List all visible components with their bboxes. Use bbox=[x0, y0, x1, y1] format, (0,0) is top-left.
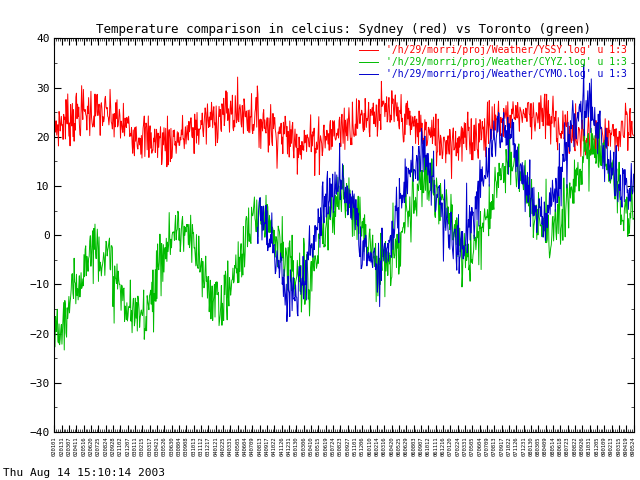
'/h/29/morri/proj/Weather/YSSY.log' u 1:3 bbox=[285, 154, 293, 160]
'/h/29/morri/proj/Weather/CYMO.log' u 1:3 bbox=[285, 287, 292, 293]
'/h/29/morri/proj/Weather/CYMO.log' u 1:3 bbox=[306, 223, 314, 228]
'/h/29/morri/proj/Weather/CYYZ.log' u 1:3 bbox=[285, 240, 293, 246]
Line: '/h/29/morri/proj/Weather/CYYZ.log' u 1:3: '/h/29/morri/proj/Weather/CYYZ.log' u 1:… bbox=[54, 113, 634, 350]
'/h/29/morri/proj/Weather/CYYZ.log' u 1:3 bbox=[51, 318, 58, 324]
'/h/29/morri/proj/Weather/CYMO.log' u 1:3 bbox=[630, 171, 637, 177]
'/h/29/morri/proj/Weather/CYYZ.log' u 1:3 bbox=[449, 237, 456, 243]
Line: '/h/29/morri/proj/Weather/YSSY.log' u 1:3: '/h/29/morri/proj/Weather/YSSY.log' u 1:… bbox=[54, 77, 634, 179]
'/h/29/morri/proj/Weather/CYYZ.log' u 1:3 bbox=[307, 295, 314, 301]
'/h/29/morri/proj/Weather/YSSY.log' u 1:3 bbox=[307, 129, 314, 135]
'/h/29/morri/proj/Weather/CYYZ.log' u 1:3 bbox=[60, 347, 68, 353]
'/h/29/morri/proj/Weather/YSSY.log' u 1:3 bbox=[504, 124, 511, 130]
Text: Thu Aug 14 15:10:14 2003: Thu Aug 14 15:10:14 2003 bbox=[3, 468, 165, 478]
'/h/29/morri/proj/Weather/CYYZ.log' u 1:3 bbox=[503, 157, 511, 163]
Legend: '/h/29/morri/proj/Weather/YSSY.log' u 1:3, '/h/29/morri/proj/Weather/CYYZ.log' u: '/h/29/morri/proj/Weather/YSSY.log' u 1:… bbox=[356, 43, 628, 81]
'/h/29/morri/proj/Weather/YSSY.log' u 1:3 bbox=[448, 176, 456, 181]
'/h/29/morri/proj/Weather/CYYZ.log' u 1:3 bbox=[110, 320, 118, 326]
'/h/29/morri/proj/Weather/CYMO.log' u 1:3 bbox=[448, 242, 456, 248]
'/h/29/morri/proj/Weather/YSSY.log' u 1:3 bbox=[514, 100, 522, 106]
'/h/29/morri/proj/Weather/YSSY.log' u 1:3 bbox=[449, 125, 457, 131]
Line: '/h/29/morri/proj/Weather/CYMO.log' u 1:3: '/h/29/morri/proj/Weather/CYMO.log' u 1:… bbox=[257, 65, 634, 322]
'/h/29/morri/proj/Weather/YSSY.log' u 1:3 bbox=[234, 74, 241, 80]
'/h/29/morri/proj/Weather/YSSY.log' u 1:3 bbox=[51, 103, 58, 109]
'/h/29/morri/proj/Weather/YSSY.log' u 1:3 bbox=[630, 132, 637, 138]
'/h/29/morri/proj/Weather/CYYZ.log' u 1:3 bbox=[630, 216, 637, 221]
'/h/29/morri/proj/Weather/CYYZ.log' u 1:3 bbox=[596, 110, 604, 116]
Title: Temperature comparison in celcius: Sydney (red) vs Toronto (green): Temperature comparison in celcius: Sydne… bbox=[97, 23, 591, 36]
'/h/29/morri/proj/Weather/CYMO.log' u 1:3 bbox=[502, 143, 510, 148]
'/h/29/morri/proj/Weather/YSSY.log' u 1:3 bbox=[109, 111, 117, 117]
'/h/29/morri/proj/Weather/CYYZ.log' u 1:3 bbox=[513, 177, 521, 182]
'/h/29/morri/proj/Weather/CYMO.log' u 1:3 bbox=[513, 147, 520, 153]
